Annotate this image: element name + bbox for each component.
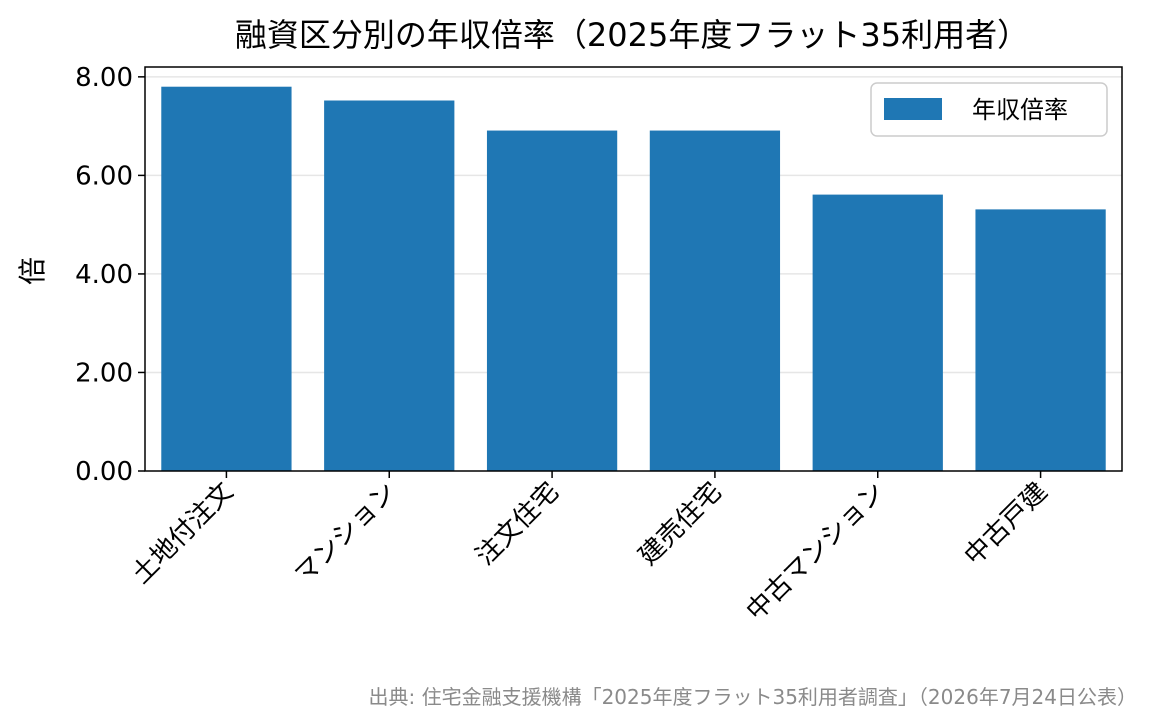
bar-5 — [812, 194, 943, 472]
bar-3 — [486, 130, 618, 471]
x-tick-label: 建売住宅 — [633, 477, 728, 572]
x-tick-label: 土地付注文 — [126, 477, 239, 590]
y-tick-label: 6.00 — [75, 161, 133, 191]
bar-6 — [975, 209, 1106, 471]
y-axis-ticks: 0.00 2.00 4.00 6.00 8.00 — [75, 63, 145, 487]
x-tick-label: 注文住宅 — [470, 477, 565, 572]
plot-frame — [144, 66, 1123, 472]
source-note: 出典: 住宅金融支援機構「2025年度フラット35利用者調査」（2026年7月2… — [368, 685, 1137, 709]
legend-frame — [870, 82, 1108, 137]
y-axis-label: 倍 — [16, 257, 49, 285]
bar-2 — [324, 100, 455, 471]
x-tick-label: 中古マンション — [741, 477, 891, 627]
legend-label: 年収倍率 — [972, 96, 1068, 124]
legend-swatch — [884, 98, 942, 120]
grid-lines — [145, 76, 1122, 374]
bars-group — [161, 86, 1106, 472]
y-tick-label: 2.00 — [75, 358, 133, 388]
x-tick-label: 中古戸建 — [959, 477, 1054, 572]
y-tick-label: 0.00 — [75, 457, 133, 487]
bar-4 — [649, 130, 781, 471]
y-tick-label: 8.00 — [75, 63, 133, 93]
legend: 年収倍率 — [870, 82, 1108, 137]
x-axis-ticks: 土地付注文 マンション 注文住宅 建売住宅 中古マンション 中古戸建 — [126, 471, 1054, 627]
bar-1 — [161, 86, 292, 472]
chart-title: 融資区分別の年収倍率（2025年度フラット35利用者） — [235, 16, 1029, 54]
x-tick-label: マンション — [289, 477, 402, 590]
y-tick-label: 4.00 — [75, 260, 133, 290]
